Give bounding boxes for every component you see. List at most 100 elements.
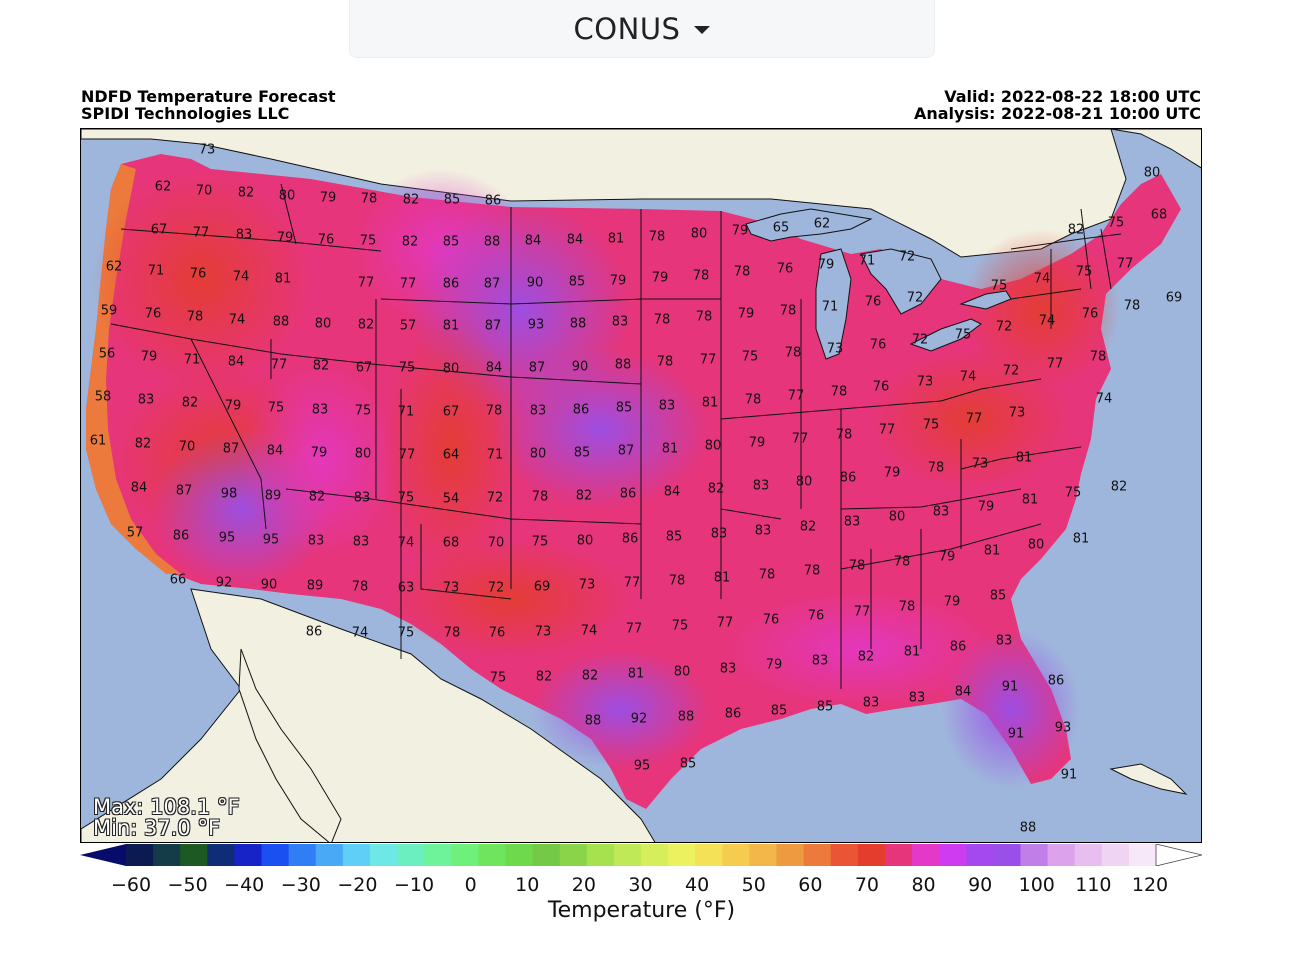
station-temp-label: 76 (189, 266, 207, 282)
station-temp-label: 81 (274, 271, 292, 287)
colorbar-segment (776, 844, 805, 866)
station-temp-label: 95 (262, 532, 280, 548)
station-temp-label: 58 (94, 389, 112, 405)
station-temp-label: 84 (566, 232, 584, 248)
min-temp: Min: 37.0 °F (93, 816, 221, 840)
station-temp-label: 80 (529, 446, 547, 462)
station-temp-label: 82 (237, 185, 255, 201)
colorbar-segment (695, 844, 723, 866)
station-temp-label: 84 (663, 484, 681, 500)
station-temp-label: 62 (154, 179, 172, 195)
station-temp-label: 84 (227, 354, 245, 370)
station-temp-label: 72 (906, 290, 924, 306)
station-temp-label: 81 (1015, 450, 1033, 466)
station-temp-label: 83 (754, 523, 772, 539)
station-temp-label: 77 (623, 575, 641, 591)
blob (491, 349, 711, 509)
station-temp-label: 91 (1001, 679, 1019, 695)
station-temp-label: 81 (661, 441, 679, 457)
station-temp-label: 86 (1047, 673, 1065, 689)
station-temp-label: 72 (995, 319, 1013, 335)
colorbar-segment (884, 844, 913, 866)
station-temp-label: 82 (308, 489, 326, 505)
colorbar-segment (397, 844, 425, 866)
station-temp-label: 83 (932, 504, 950, 520)
station-temp-label: 78 (531, 489, 549, 505)
station-temp-label: 85 (816, 699, 834, 715)
station-temp-label: 78 (648, 229, 666, 245)
station-temp-label: 82 (707, 481, 725, 497)
station-temp-label: 76 (776, 261, 794, 277)
station-temp-label: 77 (357, 275, 375, 291)
station-temp-label: 83 (307, 533, 325, 549)
map-header-left: NDFD Temperature Forecast SPIDI Technolo… (81, 88, 336, 122)
station-temp-label: 78 (830, 384, 848, 400)
state-borders (110, 183, 1122, 689)
station-temp-label: 56 (98, 346, 116, 362)
colorbar-segment (451, 844, 479, 866)
station-temp-label: 57 (126, 525, 144, 541)
colorbar-segment (261, 844, 290, 866)
station-temp-label: 83 (352, 534, 370, 550)
colorbar-segment (478, 844, 507, 866)
station-temp-label: 78 (653, 312, 671, 328)
station-temp-label: 89 (264, 488, 282, 504)
colorbar-segment (939, 844, 967, 866)
station-temp-label: 76 (864, 294, 882, 310)
colorbar-segment (126, 844, 154, 866)
colorbar-overflow (1155, 844, 1202, 866)
station-temp-label: 78 (758, 567, 776, 583)
colorbar-segment (505, 844, 534, 866)
station-temp-label: 77 (965, 411, 983, 427)
colorbar-segment (613, 844, 642, 866)
station-temp-label: 98 (220, 486, 238, 502)
temperature-map[interactable]: 73 62 70 82 80 79 78 82 85 86 67 77 83 79 76 75 82 85 88 84… (80, 128, 1202, 843)
station-temp-label: 83 (353, 490, 371, 506)
station-temp-label: 74 (351, 625, 369, 641)
map-title: NDFD Temperature Forecast (81, 87, 336, 106)
station-temp-label: 75 (489, 670, 507, 686)
station-temp-label: 72 (486, 490, 504, 506)
station-temp-label: 78 (668, 573, 686, 589)
station-temp-label: 71 (397, 404, 415, 420)
station-temp-label: 90 (260, 577, 278, 593)
colorbar-segment (586, 844, 615, 866)
station-temp-label: 67 (442, 404, 460, 420)
station-temp-label: 75 (359, 233, 377, 249)
colorbar-tick-label: −50 (167, 874, 208, 896)
station-temp-label: 83 (995, 633, 1013, 649)
station-temp-label: 83 (843, 514, 861, 530)
station-temp-label: 75 (671, 618, 689, 634)
region-selector-dropdown[interactable]: CONUS (349, 0, 935, 58)
station-temp-label: 77 (192, 225, 210, 241)
mexico-land (81, 588, 656, 842)
station-temp-label: 80 (1027, 537, 1045, 553)
station-temp-label: 82 (181, 395, 199, 411)
station-temp-label: 83 (908, 690, 926, 706)
station-temp-label: 91 (1007, 726, 1025, 742)
station-temp-label: 80 (1143, 165, 1161, 181)
colorbar-tick-label: 40 (685, 874, 710, 896)
map-header-right: Valid: 2022-08-22 18:00 UTC Analysis: 20… (914, 88, 1201, 122)
station-temp-label: 83 (658, 398, 676, 414)
station-temp-label: 83 (710, 526, 728, 542)
station-temp-label: 82 (401, 234, 419, 250)
station-temp-label: 79 (883, 465, 901, 481)
station-temp-label: 73 (198, 142, 216, 158)
station-temp-label: 85 (679, 756, 697, 772)
lake-ontario (959, 290, 1012, 310)
station-temp-label: 86 (949, 639, 967, 655)
station-temp-label: 93 (527, 317, 545, 333)
station-temp-label: 79 (748, 435, 766, 451)
station-temp-label: 82 (134, 436, 152, 452)
station-temp-label: 83 (811, 653, 829, 669)
station-temp-label: 77 (1046, 356, 1064, 372)
station-temp-label: 82 (312, 358, 330, 374)
valid-time: Valid: 2022-08-22 18:00 UTC (944, 87, 1201, 106)
colorbar-segment (369, 844, 398, 866)
colorbar-segment (722, 844, 751, 866)
station-temp-label: 80 (795, 474, 813, 490)
chevron-down-icon[interactable] (694, 25, 711, 34)
colorbar-segment (234, 844, 263, 866)
station-temp-label: 73 (534, 624, 552, 640)
